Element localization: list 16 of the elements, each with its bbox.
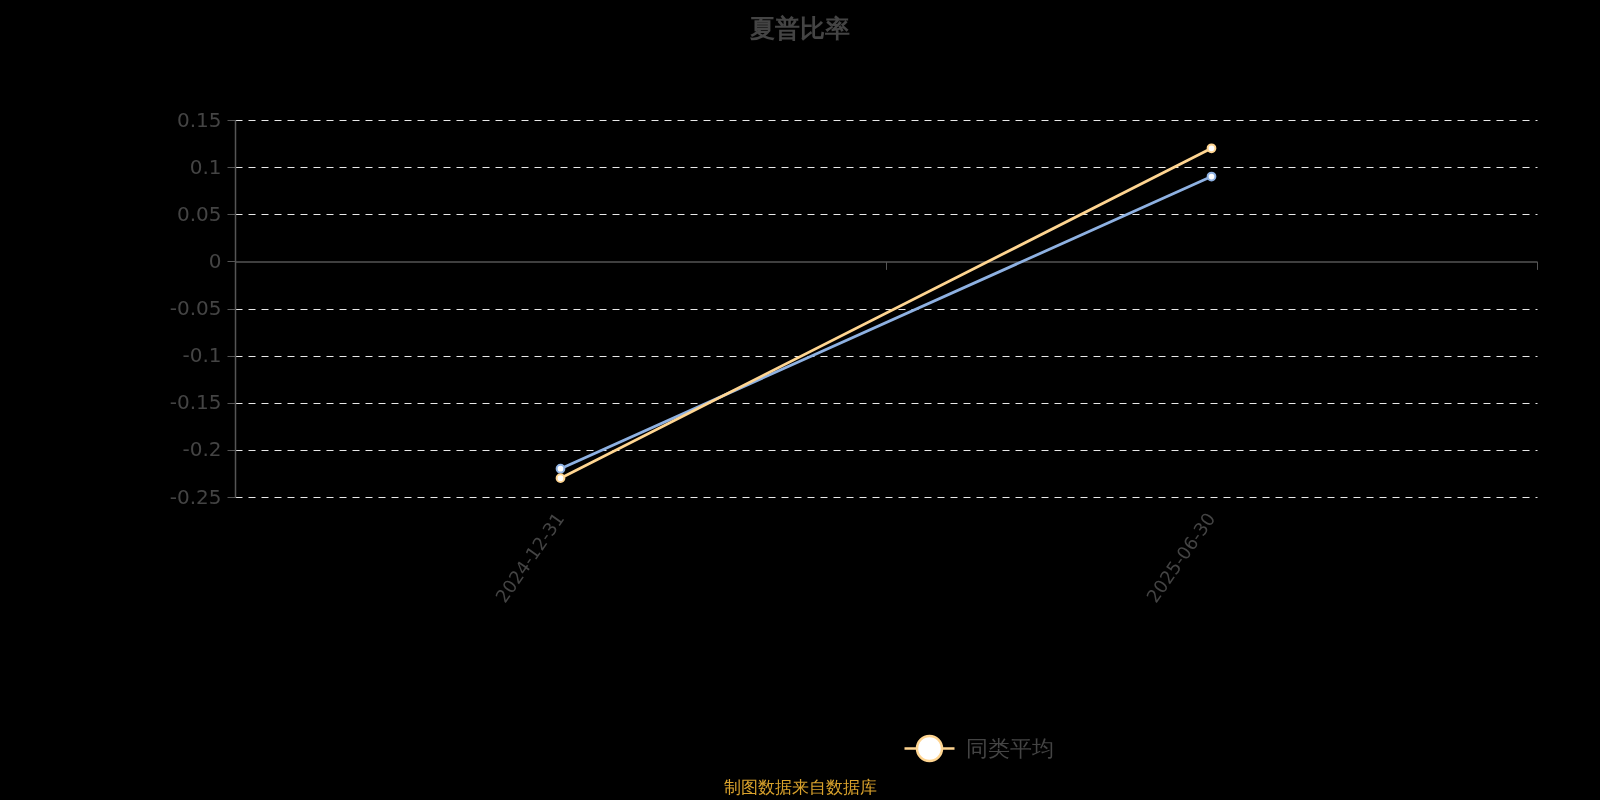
y-tick-label: 0.05 (176, 201, 222, 226)
y-tick-label: -0.2 (182, 437, 222, 462)
point (555, 473, 566, 484)
y-tick-label: 0.1 (189, 154, 222, 179)
point (1206, 143, 1217, 154)
y-tick-label: -0.05 (169, 296, 222, 320)
y-tick-label: 0 (208, 248, 222, 273)
y-tick-label: -0.25 (169, 484, 222, 509)
chart-title: 夏普比率 (749, 14, 850, 43)
y-tick-label: 0.15 (176, 107, 222, 132)
y-tick-label: -0.1 (182, 343, 222, 368)
y-tick-label: -0.15 (169, 390, 222, 415)
text: 制图数据来自数据库 (723, 777, 877, 797)
legend-label: 同类平均 (966, 735, 1054, 761)
point (555, 463, 566, 474)
point (1206, 171, 1217, 182)
